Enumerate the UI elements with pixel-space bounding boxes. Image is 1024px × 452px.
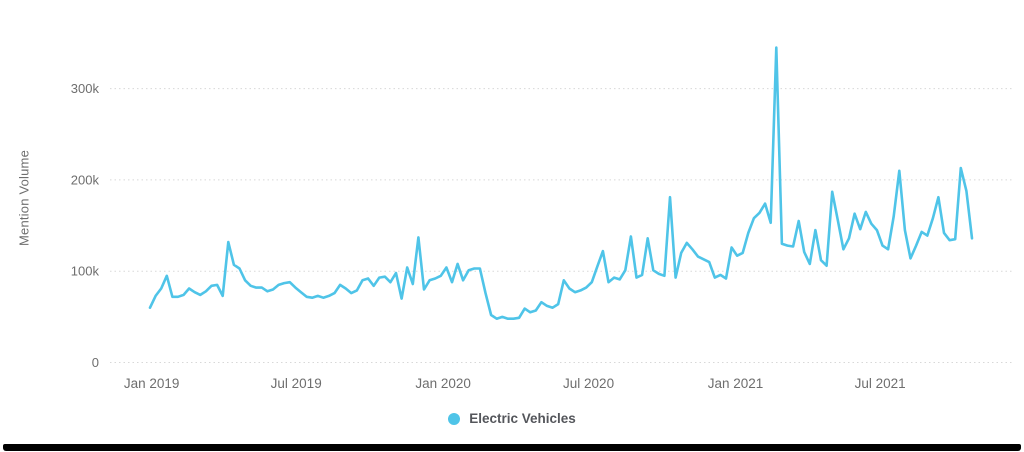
x-tick-label: Jul 2021 <box>855 376 906 391</box>
legend-item-electric-vehicles[interactable]: Electric Vehicles <box>448 411 576 426</box>
series-line-electric-vehicles[interactable] <box>148 46 974 321</box>
legend-label: Electric Vehicles <box>469 411 576 426</box>
x-tick-label: Jan 2019 <box>124 376 180 391</box>
x-tick-label: Jul 2019 <box>271 376 322 391</box>
y-tick-label: 300k <box>71 81 100 96</box>
x-tick-label: Jan 2020 <box>415 376 471 391</box>
legend: Electric Vehicles <box>0 411 1024 426</box>
window-bottom-edge <box>3 444 1021 451</box>
legend-dot <box>448 412 461 425</box>
x-tick-label: Jul 2020 <box>563 376 614 391</box>
y-tick-label: 200k <box>71 172 100 187</box>
y-tick-label: 0 <box>92 355 99 370</box>
x-tick-label: Jan 2021 <box>708 376 764 391</box>
y-tick-label: 100k <box>71 264 100 279</box>
